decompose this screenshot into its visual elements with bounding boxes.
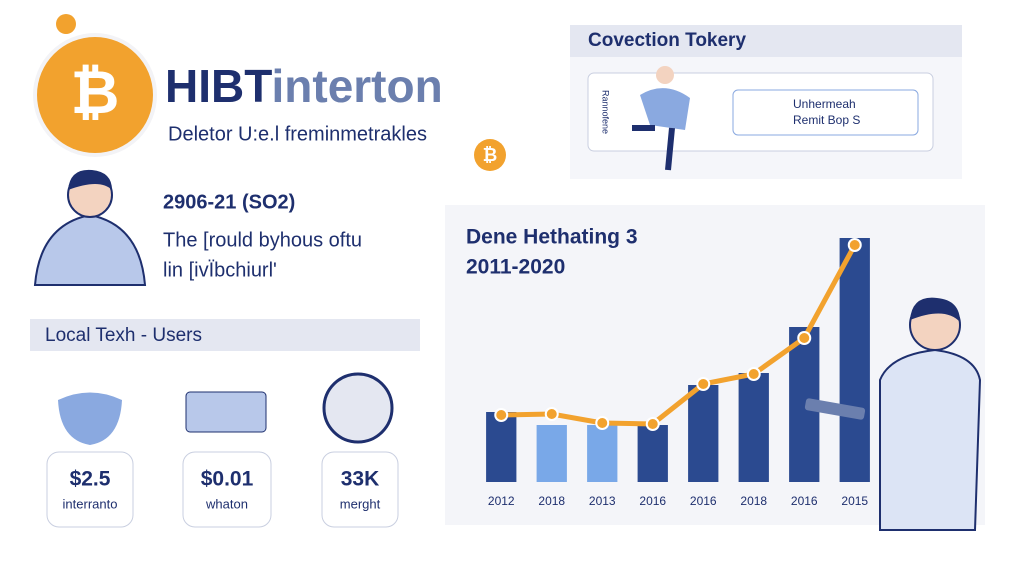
bitcoin-symbol: ₿	[71, 59, 120, 126]
line	[501, 243, 857, 427]
x-tick-label: 2018	[538, 494, 565, 508]
stat-card	[182, 451, 272, 528]
person-illustration	[632, 66, 690, 171]
section-bar	[30, 319, 420, 351]
line-point	[797, 331, 812, 345]
x-tick-label: 2013	[589, 494, 616, 508]
bar	[536, 425, 567, 482]
side-label: Rannofene	[601, 90, 611, 134]
icon	[322, 372, 394, 444]
date: 2906-21 (SO2)	[163, 191, 295, 213]
person-illustration	[33, 169, 147, 286]
coin-icon	[474, 139, 506, 171]
line-point	[696, 377, 711, 391]
subtitle: Deletor U:e.l freminmetrakles	[168, 123, 427, 145]
line-point	[645, 417, 660, 431]
bar	[637, 425, 668, 482]
stat-label: interranto	[63, 496, 118, 511]
icon	[58, 392, 122, 445]
title-part: HIBT	[165, 60, 272, 112]
coin-icon	[56, 14, 76, 34]
bar	[738, 373, 769, 482]
bar	[688, 385, 719, 482]
bar	[587, 425, 618, 482]
stat-label: whaton	[205, 496, 248, 511]
line-point	[494, 408, 509, 422]
line-point	[595, 416, 610, 430]
chart-title: Dene Hethating 3	[466, 226, 638, 249]
title-part: interton	[272, 60, 443, 112]
panel-heading-bar	[570, 25, 962, 57]
x-tick-label: 2015	[841, 494, 868, 508]
line-point	[746, 367, 761, 381]
info-card	[732, 89, 919, 136]
bar	[839, 238, 870, 482]
person-illustration	[804, 297, 982, 531]
stat-card	[321, 451, 399, 528]
stat-card	[46, 451, 134, 528]
panel-heading: Covection Tokery	[588, 30, 746, 51]
stat-value: 33K	[341, 468, 380, 491]
stat-value: $0.01	[201, 468, 254, 491]
x-tick-label: 2016	[791, 494, 818, 508]
card-line: Unhermeah	[793, 97, 856, 111]
intro-line: The [rould byhous oftu	[163, 229, 362, 251]
x-tick-label: 2018	[740, 494, 767, 508]
x-tick-label: 2016	[690, 494, 717, 508]
bitcoin-coin	[37, 37, 153, 153]
x-tick-label: 2016	[639, 494, 666, 508]
line-point	[847, 238, 862, 252]
line-point	[544, 407, 559, 421]
title: HIBTinterton	[165, 60, 443, 112]
card-line: Remit Bop S	[793, 113, 860, 127]
chart-subtitle: 2011-2020	[466, 256, 565, 279]
icon	[185, 391, 267, 433]
section-heading: Local Texh - Users	[45, 325, 202, 346]
intro-line: lin [ivÏbchiurl'	[163, 259, 277, 281]
stat-label: merght	[340, 496, 381, 511]
bitcoin-symbol: ₿	[483, 145, 498, 165]
x-tick-label: 2012	[488, 494, 515, 508]
stat-value: $2.5	[70, 468, 111, 491]
bar	[486, 412, 517, 482]
